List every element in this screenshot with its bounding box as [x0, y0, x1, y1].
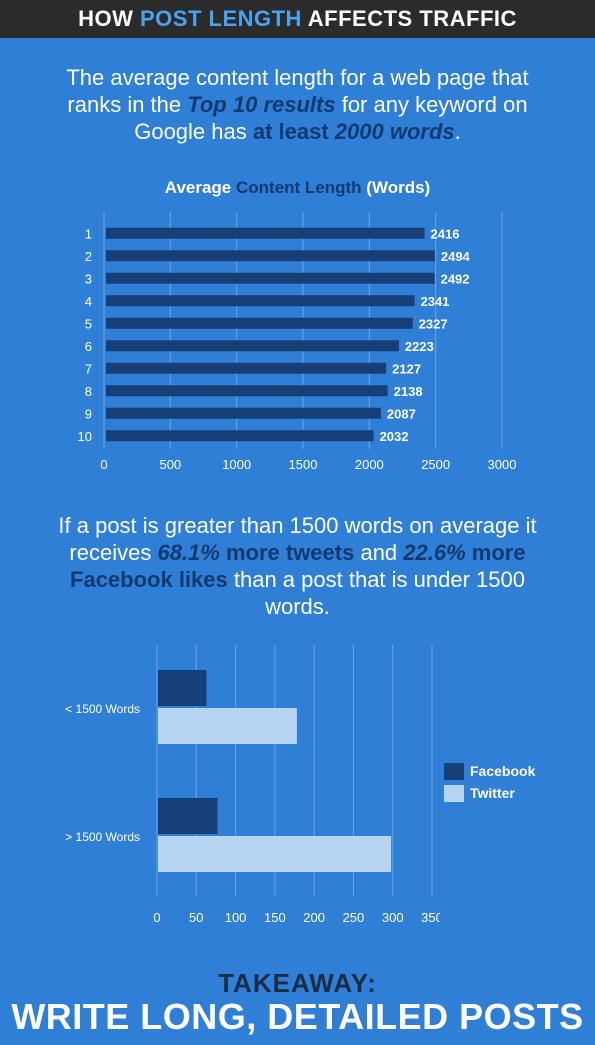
- content-length-chart: 0 500 1000 1500 2000 2500 3000 1 2416 2 2494 3 2492 4…: [78, 212, 517, 472]
- chart1-bar: [106, 272, 435, 284]
- chart1-bar: [106, 295, 415, 307]
- chart1-title-part2: Content Length: [235, 178, 362, 197]
- legend-label-facebook: Facebook: [470, 763, 536, 779]
- chart2-x-tick-label: 250: [343, 910, 365, 925]
- chart2-bar-twitter: [158, 708, 297, 744]
- chart1-title: Average Content Length (Words): [0, 178, 595, 198]
- chart1-data-label: 2416: [431, 226, 460, 241]
- intro-statement: The average content length for a web pag…: [40, 64, 555, 145]
- legend-item-twitter: Twitter: [444, 782, 535, 804]
- chart1-data-label: 2138: [394, 384, 423, 399]
- chart1-y-tick-label: 3: [85, 271, 92, 286]
- intro-text-3: .: [454, 119, 461, 144]
- chart1-y-tick-label: 10: [78, 429, 92, 444]
- intro-emphasis-top10: Top 10 results: [187, 92, 336, 117]
- intro-text-2: for any keyword on Google has: [134, 92, 528, 144]
- intro-emphasis-2000: 2000 words: [334, 119, 455, 144]
- stat2-emphasis-tweets-pct: 68.1%: [157, 540, 220, 565]
- stat2-text-2: and: [354, 540, 404, 565]
- chart1-data-label: 2127: [392, 361, 421, 376]
- chart1-y-tick-label: 2: [85, 249, 92, 264]
- intro-strong-at-least: at least: [252, 119, 335, 144]
- chart2-bar-facebook: [158, 798, 218, 834]
- chart1-y-tick-label: 9: [85, 406, 92, 421]
- chart1-bar: [106, 250, 435, 262]
- legend-swatch-facebook: [444, 762, 464, 780]
- legend-item-facebook: Facebook: [444, 760, 535, 782]
- chart1-y-tick-label: 5: [85, 316, 92, 331]
- chart2-x-tick-label: 0: [153, 910, 160, 925]
- social-shares-chart: 0 50 100 150 200 250 300 350 < 1500 Words > 1500 …: [65, 645, 440, 925]
- chart1-x-tick-label: 500: [159, 457, 181, 472]
- chart1-bar: [106, 317, 413, 329]
- chart1-y-tick-label: 1: [85, 226, 92, 241]
- stat2-strong-tweets: more tweets: [219, 540, 355, 565]
- chart2-x-tick-label: 350: [421, 910, 440, 925]
- chart1-y-tick-label: 6: [85, 339, 92, 354]
- chart1-x-tick-label: 2500: [421, 457, 450, 472]
- chart2-x-tick-label: 150: [264, 910, 286, 925]
- chart1-data-label: 2492: [441, 271, 470, 286]
- header-title-part2: AFFECTS TRAFFIC: [301, 6, 517, 31]
- legend-label-twitter: Twitter: [470, 785, 515, 801]
- chart1-y-tick-label: 7: [85, 361, 92, 376]
- chart2-bar-facebook: [158, 670, 207, 706]
- chart2-x-tick-label: 200: [303, 910, 325, 925]
- chart2-x-tick-label: 50: [189, 910, 203, 925]
- stat2-emphasis-likes-pct: 22.6%: [403, 540, 466, 565]
- chart1-data-label: 2341: [421, 294, 450, 309]
- chart1-data-label: 2494: [441, 249, 471, 264]
- chart1-bar: [106, 362, 387, 374]
- chart1-x-tick-label: 1000: [222, 457, 251, 472]
- chart1-data-label: 2327: [419, 316, 448, 331]
- chart1-data-label: 2087: [387, 406, 416, 421]
- stat2-text-1: If a post is greater than 1500 words on …: [58, 513, 537, 565]
- chart1-bar: [106, 385, 388, 397]
- page-header: HOW POST LENGTH AFFECTS TRAFFIC: [0, 0, 595, 38]
- chart1-x-tick-label: 3000: [488, 457, 517, 472]
- chart1-data-label: 2032: [380, 429, 409, 444]
- stat2-text-3: than a post that is under 1500 words.: [227, 567, 525, 619]
- chart1-data-label: 2223: [405, 339, 434, 354]
- chart2-x-tick-label: 100: [225, 910, 247, 925]
- chart2-y-tick-label: > 1500 Words: [65, 830, 140, 844]
- chart1-title-part1: Average: [164, 178, 236, 197]
- tweets-likes-statement: If a post is greater than 1500 words on …: [40, 512, 555, 620]
- chart1-y-tick-label: 8: [85, 384, 92, 399]
- chart1-bar: [106, 407, 381, 419]
- chart1-bar: [106, 227, 425, 239]
- chart2-y-tick-label: < 1500 Words: [65, 702, 140, 716]
- chart2-legend: Facebook Twitter: [444, 760, 535, 804]
- takeaway-text: WRITE LONG, DETAILED POSTS: [11, 996, 584, 1037]
- header-title-accent: POST LENGTH: [140, 6, 302, 31]
- intro-text-1: The average content length for a web pag…: [66, 65, 529, 117]
- chart2-bar-twitter: [158, 836, 392, 872]
- chart1-x-tick-label: 2000: [355, 457, 384, 472]
- chart1-x-tick-label: 0: [100, 457, 107, 472]
- chart2-x-tick-label: 300: [382, 910, 404, 925]
- chart1-y-tick-label: 4: [85, 294, 92, 309]
- legend-swatch-twitter: [444, 784, 464, 802]
- stat2-strong-likes: more Facebook likes: [70, 540, 526, 592]
- chart1-bar: [106, 340, 399, 352]
- chart1-bar: [106, 430, 374, 442]
- chart1-x-tick-label: 1500: [289, 457, 318, 472]
- takeaway-label: TAKEAWAY:: [218, 968, 377, 998]
- chart1-title-part3: (Words): [361, 178, 431, 197]
- header-title-part1: HOW: [78, 6, 140, 31]
